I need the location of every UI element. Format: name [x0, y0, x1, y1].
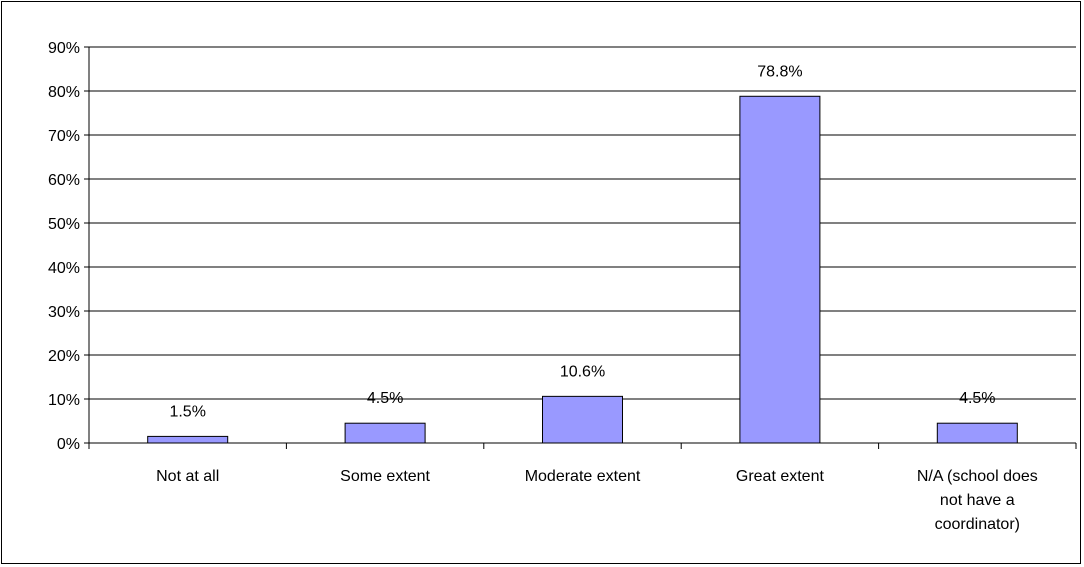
y-tick-label: 40%	[48, 260, 80, 277]
y-tick-label: 80%	[48, 84, 80, 101]
data-label: 1.5%	[169, 403, 205, 420]
x-tick-label: Not at all	[156, 468, 219, 485]
x-tick-label: not have a	[940, 492, 1015, 509]
data-label: 4.5%	[959, 390, 995, 407]
x-tick-label: Moderate extent	[525, 468, 641, 485]
y-tick-label: 30%	[48, 304, 80, 321]
y-tick-label: 60%	[48, 172, 80, 189]
y-tick-label: 70%	[48, 128, 80, 145]
data-label: 78.8%	[757, 63, 802, 80]
y-tick-label: 50%	[48, 216, 80, 233]
bar	[936, 422, 1018, 444]
x-tick-label: Some extent	[340, 468, 430, 485]
bar	[147, 435, 229, 444]
y-tick-label: 90%	[48, 40, 80, 57]
x-tick-label: coordinator)	[935, 516, 1020, 533]
data-label: 10.6%	[560, 363, 605, 380]
y-tick-label: 20%	[48, 348, 80, 365]
y-tick-label: 10%	[48, 392, 80, 409]
bar	[542, 395, 623, 444]
bar	[739, 95, 821, 444]
y-tick-label: 0%	[57, 436, 80, 453]
bar	[344, 422, 426, 444]
x-tick-label: Great extent	[736, 468, 825, 485]
x-tick-label: N/A (school does	[917, 468, 1038, 485]
data-label: 4.5%	[367, 390, 403, 407]
